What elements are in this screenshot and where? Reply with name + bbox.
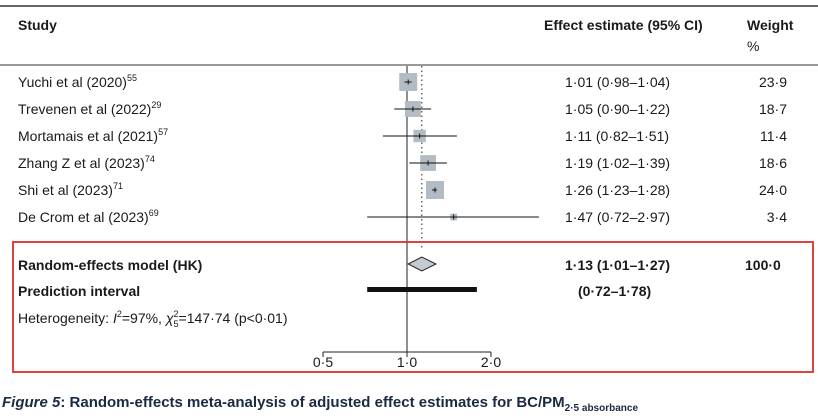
header-weight-unit: % [747, 38, 759, 54]
study-ci: 1·47 (0·72–2·97) [565, 209, 670, 225]
x-axis-tick-label: 0·5 [313, 354, 333, 370]
caption-figure-label: Figure 5 [2, 394, 61, 411]
summary-highlight-box [12, 241, 814, 373]
study-weight: 18·6 [759, 155, 787, 171]
pooled-label: Random-effects model (HK) [18, 257, 202, 273]
pooled-ci: 1·13 (1·01–1·27) [565, 257, 670, 273]
prediction-interval-bar [367, 287, 477, 292]
header-study: Study [18, 17, 57, 33]
heterogeneity-text: Heterogeneity: I2=97%, χ2 5=147·74 (p<0·0… [18, 309, 288, 329]
study-ci: 1·26 (1·23–1·28) [565, 182, 670, 198]
study-ci: 1·05 (0·90–1·22) [565, 101, 670, 117]
study-label: De Crom et al (2023)69 [18, 208, 159, 225]
plot-area [367, 66, 539, 352]
study-label: Trevenen et al (2022)29 [18, 100, 161, 117]
prediction-ci: (0·72–1·78) [578, 283, 651, 299]
x-axis-tick-label: 2·0 [481, 354, 501, 370]
study-ci: 1·01 (0·98–1·04) [565, 74, 670, 90]
study-label: Zhang Z et al (2023)74 [18, 154, 155, 171]
caption-text: : Random-effects meta-analysis of adjust… [60, 394, 565, 411]
study-weight: 3·4 [767, 209, 787, 225]
pooled-weight: 100·0 [745, 257, 781, 273]
study-rows: Yuchi et al (2020)55 1·01 (0·98–1·04) 23·9… [18, 73, 787, 225]
study-weight: 24·0 [759, 182, 787, 198]
study-label: Yuchi et al (2020)55 [18, 73, 137, 90]
figure-caption: Figure 5: Random-effects meta-analysis o… [2, 394, 638, 414]
study-label: Mortamais et al (2021)57 [18, 127, 168, 144]
study-ci: 1·19 (1·02–1·39) [565, 155, 670, 171]
header-effect: Effect estimate (95% CI) [544, 17, 703, 33]
study-weight: 23·9 [759, 74, 787, 90]
header-weight: Weight [747, 17, 794, 33]
pooled-diamond [407, 256, 438, 272]
x-axis: 0·5 1·0 2·0 [313, 351, 501, 370]
study-ci: 1·11 (0·82–1·51) [565, 128, 669, 144]
study-weight: 18·7 [759, 101, 787, 117]
study-weight: 11·4 [760, 128, 787, 144]
x-axis-tick-label: 1·0 [397, 354, 417, 370]
caption-subscript: 2·5 absorbance [564, 403, 639, 414]
prediction-label: Prediction interval [18, 283, 140, 299]
study-label: Shi et al (2023)71 [18, 181, 123, 198]
